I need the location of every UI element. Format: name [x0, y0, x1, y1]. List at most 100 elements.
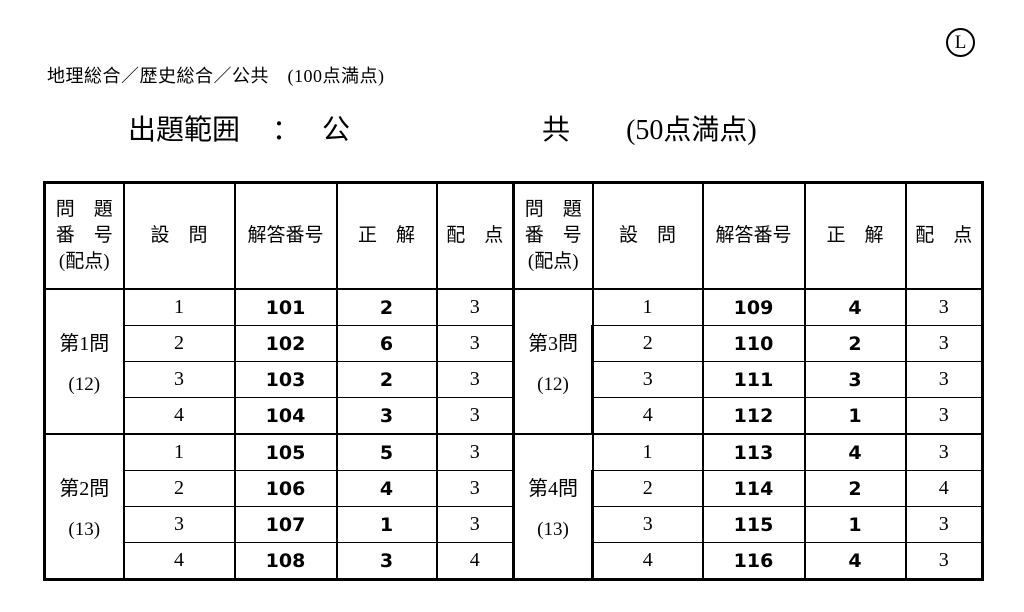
question-points: (13): [68, 519, 101, 540]
cell-setsumon: 2: [122, 325, 236, 362]
cell-points: 3: [904, 506, 984, 543]
header-setsumon: 設 問: [591, 182, 704, 290]
question-number: 第4問: [528, 478, 578, 500]
cell-points: 3: [904, 397, 984, 435]
header-haiten: 配 点: [435, 182, 515, 290]
cell-points: 4: [435, 542, 515, 580]
cell-points: 3: [435, 506, 515, 543]
table-row: 4 104 3 3 4 112 1 3: [45, 397, 984, 435]
question-number: 第3問: [528, 333, 578, 355]
cell-answer-no: 103: [233, 361, 338, 398]
cell-correct: 3: [803, 361, 907, 398]
cell-points: 3: [435, 325, 515, 362]
cell-correct: 1: [335, 506, 438, 543]
cell-correct: 4: [335, 470, 438, 507]
cell-answer-no: 106: [233, 470, 338, 507]
cell-answer-no: 101: [233, 288, 338, 326]
header-haiten: 配 点: [904, 182, 984, 290]
cell-points: 3: [904, 433, 984, 471]
cell-setsumon: 1: [591, 433, 704, 471]
cell-setsumon: 4: [591, 542, 704, 580]
cell-setsumon: 2: [591, 325, 704, 362]
cell-correct: 2: [803, 325, 907, 362]
header-setsumon: 設 問: [122, 182, 236, 290]
header-question-number: 問 題 番 号 (配点): [512, 182, 594, 290]
cell-setsumon: 3: [122, 361, 236, 398]
cell-answer-no: 108: [233, 542, 338, 580]
cell-points: 3: [904, 325, 984, 362]
cell-answer-no: 102: [233, 325, 338, 362]
circled-l-mark: L: [946, 28, 975, 57]
scope-points: (50点満点): [626, 115, 757, 146]
cell-setsumon: 3: [591, 361, 704, 398]
question-number: 第2問: [59, 478, 110, 500]
cell-points: 3: [904, 361, 984, 398]
cell-points: 3: [904, 542, 984, 580]
cell-answer-no: 105: [233, 433, 338, 471]
cell-setsumon: 2: [591, 470, 704, 507]
exam-subject-line: 地理総合／歴史総合／公共 (100点満点): [47, 66, 385, 86]
cell-answer-no: 115: [701, 506, 806, 543]
question-number: 第1問: [59, 333, 110, 355]
cell-points: 3: [435, 433, 515, 471]
cell-points: 4: [904, 470, 984, 507]
cell-answer-no: 111: [701, 361, 806, 398]
cell-answer-no: 104: [233, 397, 338, 435]
question-block-label: 第3問 (12): [512, 288, 594, 435]
cell-correct: 5: [335, 433, 438, 471]
cell-answer-no: 110: [701, 325, 806, 362]
answer-key-table: 問 題 番 号 (配点) 設 問 解答番号 正 解 配 点 問 題 番 号 (配…: [43, 181, 984, 581]
cell-correct: 4: [803, 288, 907, 326]
question-block-label: 第1問 (12): [43, 288, 125, 435]
cell-points: 3: [435, 470, 515, 507]
cell-setsumon: 3: [591, 506, 704, 543]
header-question-line3: (配点): [527, 251, 579, 272]
cell-setsumon: 2: [122, 470, 236, 507]
cell-answer-no: 107: [233, 506, 338, 543]
cell-answer-no: 116: [701, 542, 806, 580]
scope-colon: ：: [272, 115, 301, 146]
cell-correct: 1: [803, 506, 907, 543]
cell-answer-no: 112: [701, 397, 806, 435]
question-block-label: 第4問 (13): [512, 433, 594, 580]
cell-points: 3: [435, 288, 515, 326]
cell-points: 3: [435, 397, 515, 435]
scope-label: 出題範囲: [128, 115, 241, 146]
scope-subject-left: 公: [322, 115, 351, 146]
header-question-number: 問 題 番 号 (配点): [43, 182, 125, 290]
exam-scope-title: 出題範囲 ： 公 共 (50点満点): [128, 108, 757, 148]
cell-correct: 2: [335, 288, 438, 326]
table-row: 2 106 4 3 2 114 2 4: [45, 470, 984, 507]
cell-setsumon: 1: [591, 288, 704, 326]
cell-correct: 4: [803, 433, 907, 471]
cell-correct: 3: [335, 542, 438, 580]
question-points: (13): [537, 519, 569, 540]
table-row: 3 103 2 3 3 111 3 3: [45, 361, 984, 398]
cell-correct: 3: [335, 397, 438, 435]
header-question-line3: (配点): [58, 251, 110, 272]
cell-correct: 4: [803, 542, 907, 580]
table-row: 4 108 3 4 4 116 4 3: [45, 542, 984, 580]
question-block-label: 第2問 (13): [43, 433, 125, 580]
cell-setsumon: 3: [122, 506, 236, 543]
circled-l-letter: L: [954, 31, 967, 53]
header-question-line1: 問 題: [524, 199, 582, 220]
cell-setsumon: 4: [122, 397, 236, 435]
header-row: 問 題 番 号 (配点) 設 問 解答番号 正 解 配 点 問 題 番 号 (配…: [43, 182, 984, 290]
header-question-line1: 問 題: [55, 199, 113, 220]
header-kaitou-bangou: 解答番号: [701, 182, 806, 290]
header-seikai: 正 解: [803, 182, 907, 290]
header-seikai: 正 解: [335, 182, 438, 290]
question-points: (12): [68, 374, 101, 395]
cell-answer-no: 109: [701, 288, 806, 326]
cell-points: 3: [904, 288, 984, 326]
table-row: 第1問 (12) 1 101 2 3 第3問 (12) 1 109 4 3: [43, 288, 984, 435]
header-kaitou-bangou: 解答番号: [233, 182, 338, 290]
cell-answer-no: 114: [701, 470, 806, 507]
cell-setsumon: 1: [122, 433, 236, 471]
cell-correct: 2: [803, 470, 907, 507]
scope-subject-right: 共: [542, 115, 571, 146]
cell-correct: 2: [335, 361, 438, 398]
cell-correct: 1: [803, 397, 907, 435]
